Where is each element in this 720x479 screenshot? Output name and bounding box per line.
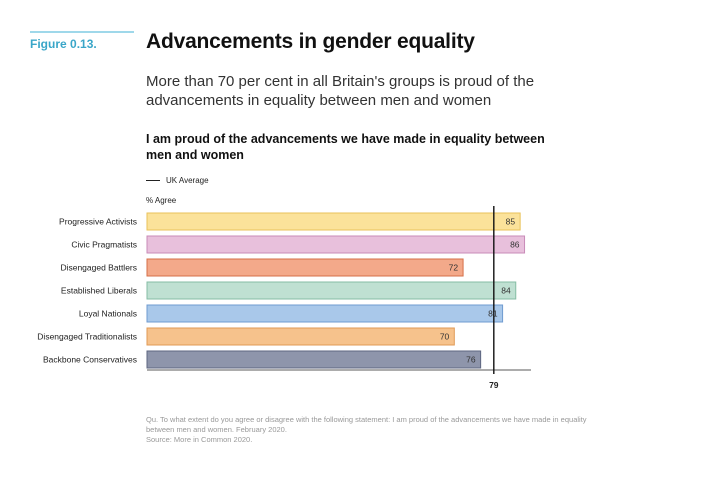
footnote-source: Source: More in Common 2020. <box>146 435 253 444</box>
category-label-progressive-activists: Progressive Activists <box>59 217 137 227</box>
category-label-backbone-conservatives: Backbone Conservatives <box>43 355 137 365</box>
figure-rule <box>30 31 134 33</box>
value-label-disengaged-traditionalists: 70 <box>440 332 450 342</box>
chart-legend: UK Average <box>146 176 209 185</box>
value-label-disengaged-battlers: 72 <box>449 263 459 273</box>
bar-loyal-nationals <box>146 304 504 323</box>
footnote: Qu. To what extent do you agree or disag… <box>146 415 596 445</box>
figure-label: Figure 0.13. <box>30 37 97 51</box>
axis-label: % Agree <box>146 196 177 205</box>
value-label-civic-pragmatists: 86 <box>510 240 520 250</box>
bar-backbone-conservatives <box>146 350 482 369</box>
value-label-established-liberals: 84 <box>501 286 511 296</box>
bar-established-liberals <box>146 281 517 300</box>
page-subtitle: More than 70 per cent in all Britain's g… <box>146 73 535 109</box>
value-label-backbone-conservatives: 76 <box>466 355 476 365</box>
page-title: Advancements in gender equality <box>146 30 475 53</box>
category-label-loyal-nationals: Loyal Nationals <box>79 309 137 319</box>
figure-label-prefix: Figure <box>30 37 67 51</box>
bar-disengaged-traditionalists <box>146 327 455 346</box>
uk-average-value-label: 79 <box>489 380 499 390</box>
bar-civic-pragmatists <box>146 235 526 254</box>
bar-progressive-activists <box>146 212 521 231</box>
legend-label: UK Average <box>166 176 209 185</box>
bar-disengaged-battlers <box>146 258 464 277</box>
figure-label-number: 0.13. <box>70 37 97 51</box>
category-label-established-liberals: Established Liberals <box>61 286 137 296</box>
value-label-loyal-nationals: 81 <box>488 309 498 319</box>
footnote-question: Qu. To what extent do you agree or disag… <box>146 415 587 434</box>
value-label-progressive-activists: 85 <box>506 217 516 227</box>
category-label-civic-pragmatists: Civic Pragmatists <box>71 240 137 250</box>
legend-line-swatch <box>146 180 160 181</box>
chart-title: I am proud of the advancements we have m… <box>146 132 545 162</box>
category-label-disengaged-battlers: Disengaged Battlers <box>60 263 137 273</box>
category-label-disengaged-traditionalists: Disengaged Traditionalists <box>37 332 137 342</box>
